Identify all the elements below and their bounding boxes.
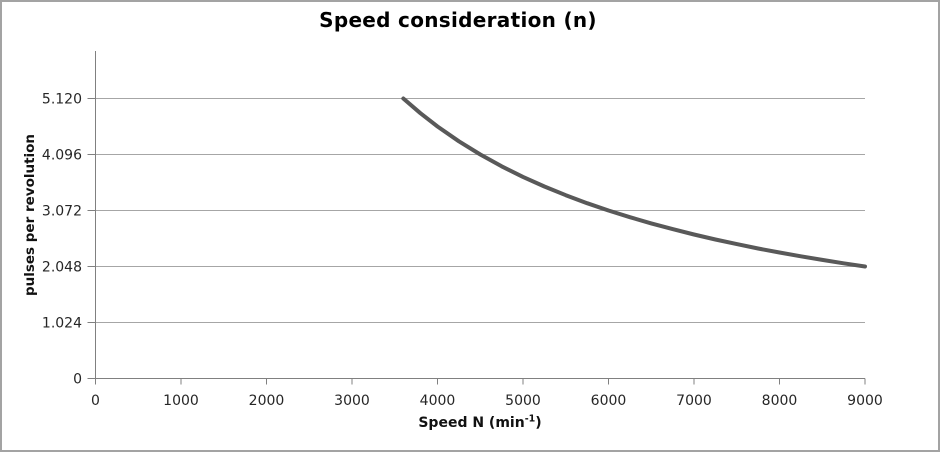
y-tick-label-4096: 4.096 [42, 148, 82, 164]
x-tick-label-3000: 3000 [334, 393, 370, 409]
y-tick-label-0: 0 [73, 372, 82, 388]
x-tick-label-0: 0 [91, 393, 100, 409]
x-tick-label-2000: 2000 [249, 393, 285, 409]
x-tick-label-1000: 1000 [163, 393, 199, 409]
x-tick-label-9000: 9000 [847, 393, 883, 409]
y-axis-title-text: pulses per revolution [22, 133, 38, 297]
x-axis-title: Speed N (min-1) [418, 413, 542, 431]
x-tick-label-6000: 6000 [591, 393, 627, 409]
x-tick-label-7000: 7000 [676, 393, 712, 409]
y-tick-label-3072: 3.072 [42, 204, 82, 220]
chart-title: Speed consideration (n) [319, 8, 597, 32]
x-axis-title-superscript: -1 [524, 413, 536, 425]
x-tick-label-8000: 8000 [762, 393, 798, 409]
y-axis-title: pulses per revolution [22, 134, 38, 296]
x-tick-label-4000: 4000 [420, 393, 456, 409]
y-tick-label-2048: 2.048 [42, 260, 82, 276]
y-tick-label-5120: 5.120 [42, 92, 82, 108]
x-axis-title-prefix: Speed N (min [418, 415, 525, 431]
x-tick-label-5000: 5000 [505, 393, 541, 409]
series-curve-0 [401, 96, 867, 269]
y-tick-label-1024: 1.024 [42, 316, 82, 332]
x-axis-title-suffix: ) [535, 415, 542, 431]
